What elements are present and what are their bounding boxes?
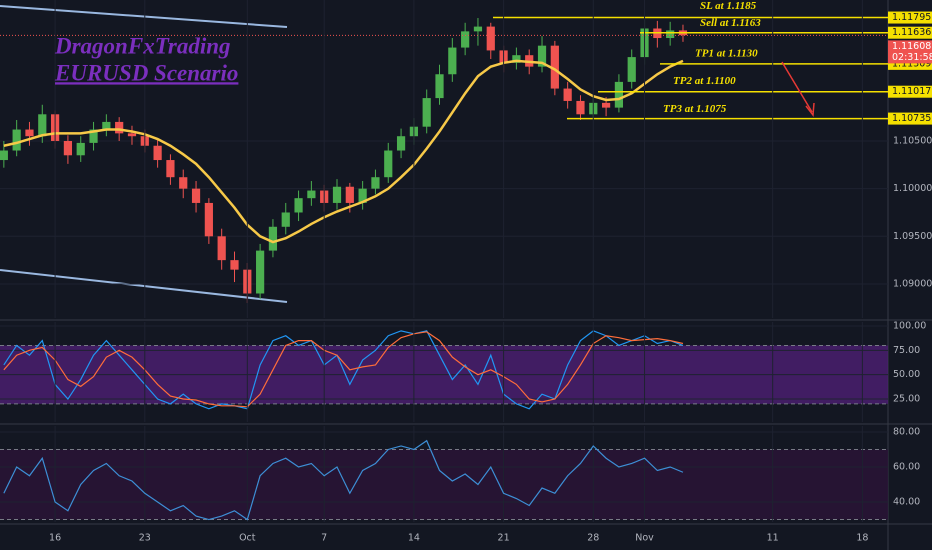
x-tick-label: 14	[408, 533, 420, 544]
price-label-box	[888, 85, 932, 98]
price-label-box	[888, 26, 932, 39]
y-tick-label: 75.00	[893, 345, 920, 356]
chart-title: DragonFxTrading	[54, 33, 231, 58]
x-tick-label: Nov	[635, 533, 654, 544]
candle-body	[563, 88, 572, 101]
level-annotation: Sell at 1.1163	[700, 17, 761, 29]
candle-body	[550, 45, 559, 89]
arrow-head	[805, 102, 815, 117]
x-tick-label: 18	[856, 533, 868, 544]
level-annotation: SL at 1.1185	[700, 0, 757, 12]
arrow	[781, 61, 813, 113]
candle-body	[576, 100, 585, 115]
candle-body	[281, 212, 290, 227]
current-price-box	[888, 40, 932, 64]
candle-body	[166, 160, 175, 178]
candle-body	[63, 140, 73, 156]
candle-body	[12, 129, 21, 151]
candle-body	[256, 250, 265, 294]
price-label: 1.11017	[892, 86, 931, 97]
candle-body	[601, 102, 611, 108]
candle-body	[666, 30, 675, 39]
y-tick-label: 60.00	[893, 461, 920, 472]
price-label: 1.11795	[892, 12, 931, 23]
candle-body	[537, 45, 547, 67]
candle-body	[25, 129, 34, 137]
price-label: 1.10735	[892, 113, 931, 124]
candle-body	[358, 188, 367, 203]
x-tick-label: 21	[498, 533, 510, 544]
candle-body	[127, 133, 137, 137]
level-band	[0, 449, 888, 520]
y-tick-label: 1.10000	[893, 183, 932, 194]
candle-body	[448, 47, 457, 75]
candle-body	[512, 55, 521, 63]
candle-body	[153, 145, 162, 161]
y-tick-label: 100.00	[893, 320, 926, 331]
candle-body	[384, 150, 393, 178]
candle-body	[461, 31, 470, 48]
candle-body	[268, 226, 278, 251]
current-price-label: 1.11608	[892, 41, 931, 52]
price-label-box	[888, 11, 932, 24]
y-tick-label: 80.00	[893, 426, 920, 437]
level-annotation: TP1 at 1.1130	[695, 47, 758, 59]
candle-body	[332, 186, 342, 203]
series-line	[3, 59, 684, 244]
candle-body	[614, 81, 624, 108]
candle-body	[115, 121, 124, 134]
y-tick-label: 1.09500	[893, 231, 932, 242]
candle-body	[473, 26, 483, 32]
price-label-box	[888, 112, 932, 125]
countdown: 02:31:58	[892, 52, 932, 63]
series-line	[3, 330, 684, 410]
level-annotation: TP2 at 1.1100	[673, 75, 736, 87]
candle-body	[89, 129, 98, 143]
y-tick-label: 1.09000	[893, 278, 932, 289]
x-tick-label: 23	[139, 533, 151, 544]
candle-body	[486, 26, 495, 51]
candle-body	[0, 150, 8, 161]
y-tick-label: 40.00	[893, 497, 920, 508]
channel-line	[0, 269, 288, 303]
x-tick-label: 28	[587, 533, 599, 544]
price-label: 1.11636	[892, 27, 931, 38]
series-line	[3, 439, 684, 521]
candle-body	[179, 177, 188, 189]
series-line	[3, 331, 684, 408]
candle-body	[307, 190, 316, 199]
candle-body	[38, 114, 47, 137]
x-tick-label: 16	[49, 533, 61, 544]
candle-body	[294, 198, 303, 213]
candle-body	[76, 142, 85, 156]
x-tick-label: 7	[321, 533, 327, 544]
candle-body	[435, 74, 444, 99]
candle-body	[371, 177, 380, 189]
y-tick-label: 1.10500	[893, 135, 932, 146]
x-tick-label: Oct	[239, 533, 256, 544]
price-label: 1.11309	[892, 58, 931, 69]
channel-line	[0, 5, 288, 28]
candle-body	[345, 186, 354, 203]
candle-body	[396, 136, 406, 151]
candle-body	[204, 202, 213, 237]
candle-body	[217, 236, 226, 261]
y-tick-label: 25.00	[893, 394, 920, 405]
candle-body	[102, 121, 111, 130]
x-tick-label: 11	[767, 533, 779, 544]
candle-body	[627, 57, 636, 82]
candle-body	[422, 98, 431, 127]
candle-body	[230, 260, 239, 270]
candle-body	[191, 188, 201, 203]
level-annotation: TP3 at 1.1075	[663, 103, 727, 115]
y-tick-label: 50.00	[893, 369, 920, 380]
chart-subtitle: EURUSD Scenario	[54, 60, 238, 85]
